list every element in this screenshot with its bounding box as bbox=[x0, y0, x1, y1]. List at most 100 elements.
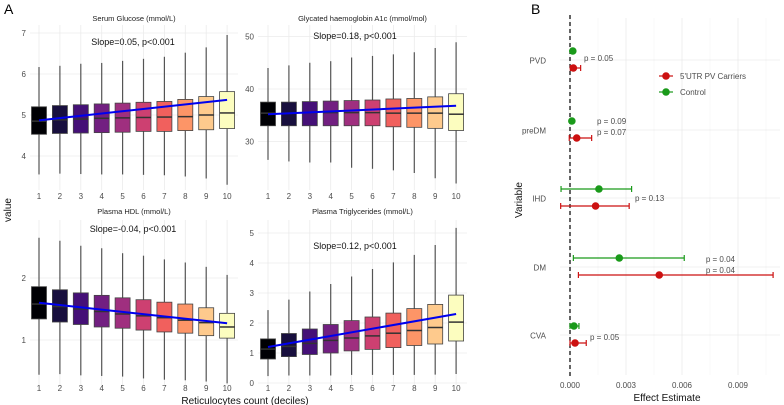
panel-title: Serum Glucose (mmol/L) bbox=[92, 14, 176, 23]
x-tick-label: 3 bbox=[308, 192, 313, 201]
box-decile-3 bbox=[301, 328, 318, 355]
point-preDM bbox=[568, 117, 576, 125]
x-tick-label: 4 bbox=[328, 384, 333, 393]
y-tick-label-preDM: preDM bbox=[522, 127, 546, 136]
p-value-label: p = 0.05 bbox=[590, 333, 620, 342]
point-CVA bbox=[571, 339, 579, 347]
x-tick-label: 3 bbox=[79, 192, 84, 201]
x-tick-label: 2 bbox=[287, 384, 292, 393]
x-tick-label: 0.000 bbox=[560, 381, 581, 390]
point-preDM bbox=[572, 134, 581, 142]
slope-annotation: Slope=-0.04, p<0.001 bbox=[90, 224, 177, 234]
y-tick-label-CVA: CVA bbox=[530, 332, 547, 341]
x-tick-label: 2 bbox=[58, 384, 63, 393]
x-tick-label: 8 bbox=[183, 384, 188, 393]
forest-plot: 0.000 0.003 0.006 0.009 PVD preDM IHD DM CVA Effe… bbox=[514, 15, 780, 404]
x-tick-label: 4 bbox=[328, 192, 333, 201]
y-tick-label: 0 bbox=[250, 379, 255, 388]
box-decile-9 bbox=[198, 96, 215, 131]
boxplot-panel-2: 30 40 50 Glycated haemoglobin A1c (mmol/mol… bbox=[245, 14, 467, 201]
y-tick-label: 1 bbox=[22, 336, 27, 345]
legend-label: Control bbox=[680, 88, 706, 97]
point-IHD bbox=[595, 185, 603, 193]
y-tick-label: 40 bbox=[245, 85, 254, 94]
regression-line bbox=[267, 313, 457, 348]
x-tick-label: 9 bbox=[204, 192, 209, 201]
x-tick-label: 8 bbox=[183, 192, 188, 201]
x-tick-label: 7 bbox=[162, 384, 167, 393]
x-tick-label: 9 bbox=[433, 192, 438, 201]
box-decile-4 bbox=[322, 100, 339, 127]
panel-title: Glycated haemoglobin A1c (mmol/mol) bbox=[298, 14, 427, 23]
x-tick-label: 6 bbox=[141, 384, 146, 393]
y-tick-label: 4 bbox=[250, 259, 255, 268]
box-decile-10 bbox=[448, 93, 465, 131]
regression-line bbox=[38, 301, 228, 325]
x-tick-label: 0.009 bbox=[728, 381, 749, 390]
x-tick-label: 3 bbox=[79, 384, 84, 393]
boxplot-panel-4: 0 1 2 3 4 5 Plasma Triglycerides (mmol/L) Slope… bbox=[250, 207, 467, 393]
y-tick-label: 30 bbox=[245, 138, 254, 147]
legend: 5'UTR PV Carriers Control bbox=[659, 72, 746, 97]
y-axis-label-value: value bbox=[3, 198, 14, 222]
boxplot-panel-3: 1 2 Plasma HDL (mmol/L) Slope=-0.04, p<0.00… bbox=[22, 207, 238, 393]
x-tick-label: 4 bbox=[99, 192, 104, 201]
x-tick-label: 9 bbox=[204, 384, 209, 393]
x-tick-label: 5 bbox=[349, 384, 354, 393]
y-tick-label: 4 bbox=[22, 152, 27, 161]
y-tick-label-IHD: IHD bbox=[532, 195, 546, 204]
x-tick-label: 4 bbox=[99, 384, 104, 393]
y-tick-label: 1 bbox=[250, 349, 255, 358]
slope-annotation: Slope=0.18, p<0.001 bbox=[313, 31, 397, 41]
y-tick-label: 7 bbox=[22, 29, 27, 38]
p-value-label: p = 0.13 bbox=[635, 194, 665, 203]
y-tick-label: 2 bbox=[22, 274, 27, 283]
legend-label: 5'UTR PV Carriers bbox=[680, 72, 746, 81]
x-tick-label: 7 bbox=[162, 192, 167, 201]
x-tick-label: 1 bbox=[266, 192, 271, 201]
y-tick-label: 2 bbox=[250, 319, 255, 328]
x-tick-label: 7 bbox=[391, 384, 396, 393]
box-decile-9 bbox=[427, 303, 444, 345]
x-tick-label: 0.006 bbox=[672, 381, 693, 390]
point-DM bbox=[615, 254, 624, 262]
x-axis-label-deciles: Reticulocytes count (deciles) bbox=[181, 396, 308, 405]
box-decile-8 bbox=[406, 308, 423, 346]
box-decile-10 bbox=[219, 312, 236, 339]
box-decile-6 bbox=[364, 316, 381, 350]
p-value-label: p = 0.07 bbox=[597, 128, 627, 137]
boxplot-panel-1: 4 5 6 7 Serum Glucose (mmol/L) Slope=0.05, p<… bbox=[22, 14, 238, 201]
y-axis-label: Variable bbox=[514, 182, 525, 218]
x-tick-label: 5 bbox=[120, 192, 125, 201]
regression-line bbox=[38, 98, 228, 122]
point-PVD bbox=[569, 47, 577, 55]
box-decile-8 bbox=[177, 99, 194, 131]
x-tick-label: 6 bbox=[141, 192, 146, 201]
point-DM bbox=[655, 271, 664, 279]
x-tick-label: 8 bbox=[412, 192, 417, 201]
x-tick-label: 1 bbox=[37, 384, 42, 393]
x-tick-label: 3 bbox=[308, 384, 313, 393]
panel-label-b: B bbox=[531, 1, 540, 17]
x-tick-label: 6 bbox=[370, 192, 375, 201]
p-value-label: p = 0.05 bbox=[584, 54, 614, 63]
x-tick-label: 6 bbox=[370, 384, 375, 393]
y-tick-label: 3 bbox=[250, 289, 255, 298]
slope-annotation: Slope=0.05, p<0.001 bbox=[91, 37, 175, 47]
x-tick-label: 5 bbox=[120, 384, 125, 393]
x-tick-label: 1 bbox=[37, 192, 42, 201]
x-tick-label: 10 bbox=[223, 192, 232, 201]
x-tick-label: 8 bbox=[412, 384, 417, 393]
point-PVD bbox=[569, 64, 578, 72]
slope-annotation: Slope=0.12, p<0.001 bbox=[313, 241, 397, 251]
y-tick-label: 6 bbox=[22, 70, 27, 79]
x-tick-label: 10 bbox=[223, 384, 232, 393]
y-tick-label: 5 bbox=[250, 229, 255, 238]
regression-line bbox=[267, 104, 457, 116]
x-tick-label: 1 bbox=[266, 384, 271, 393]
panel-title: Plasma HDL (mmol/L) bbox=[97, 207, 171, 216]
p-value-label: p = 0.09 bbox=[597, 117, 627, 126]
y-tick-label-DM: DM bbox=[534, 264, 547, 273]
box-decile-5 bbox=[343, 320, 360, 352]
